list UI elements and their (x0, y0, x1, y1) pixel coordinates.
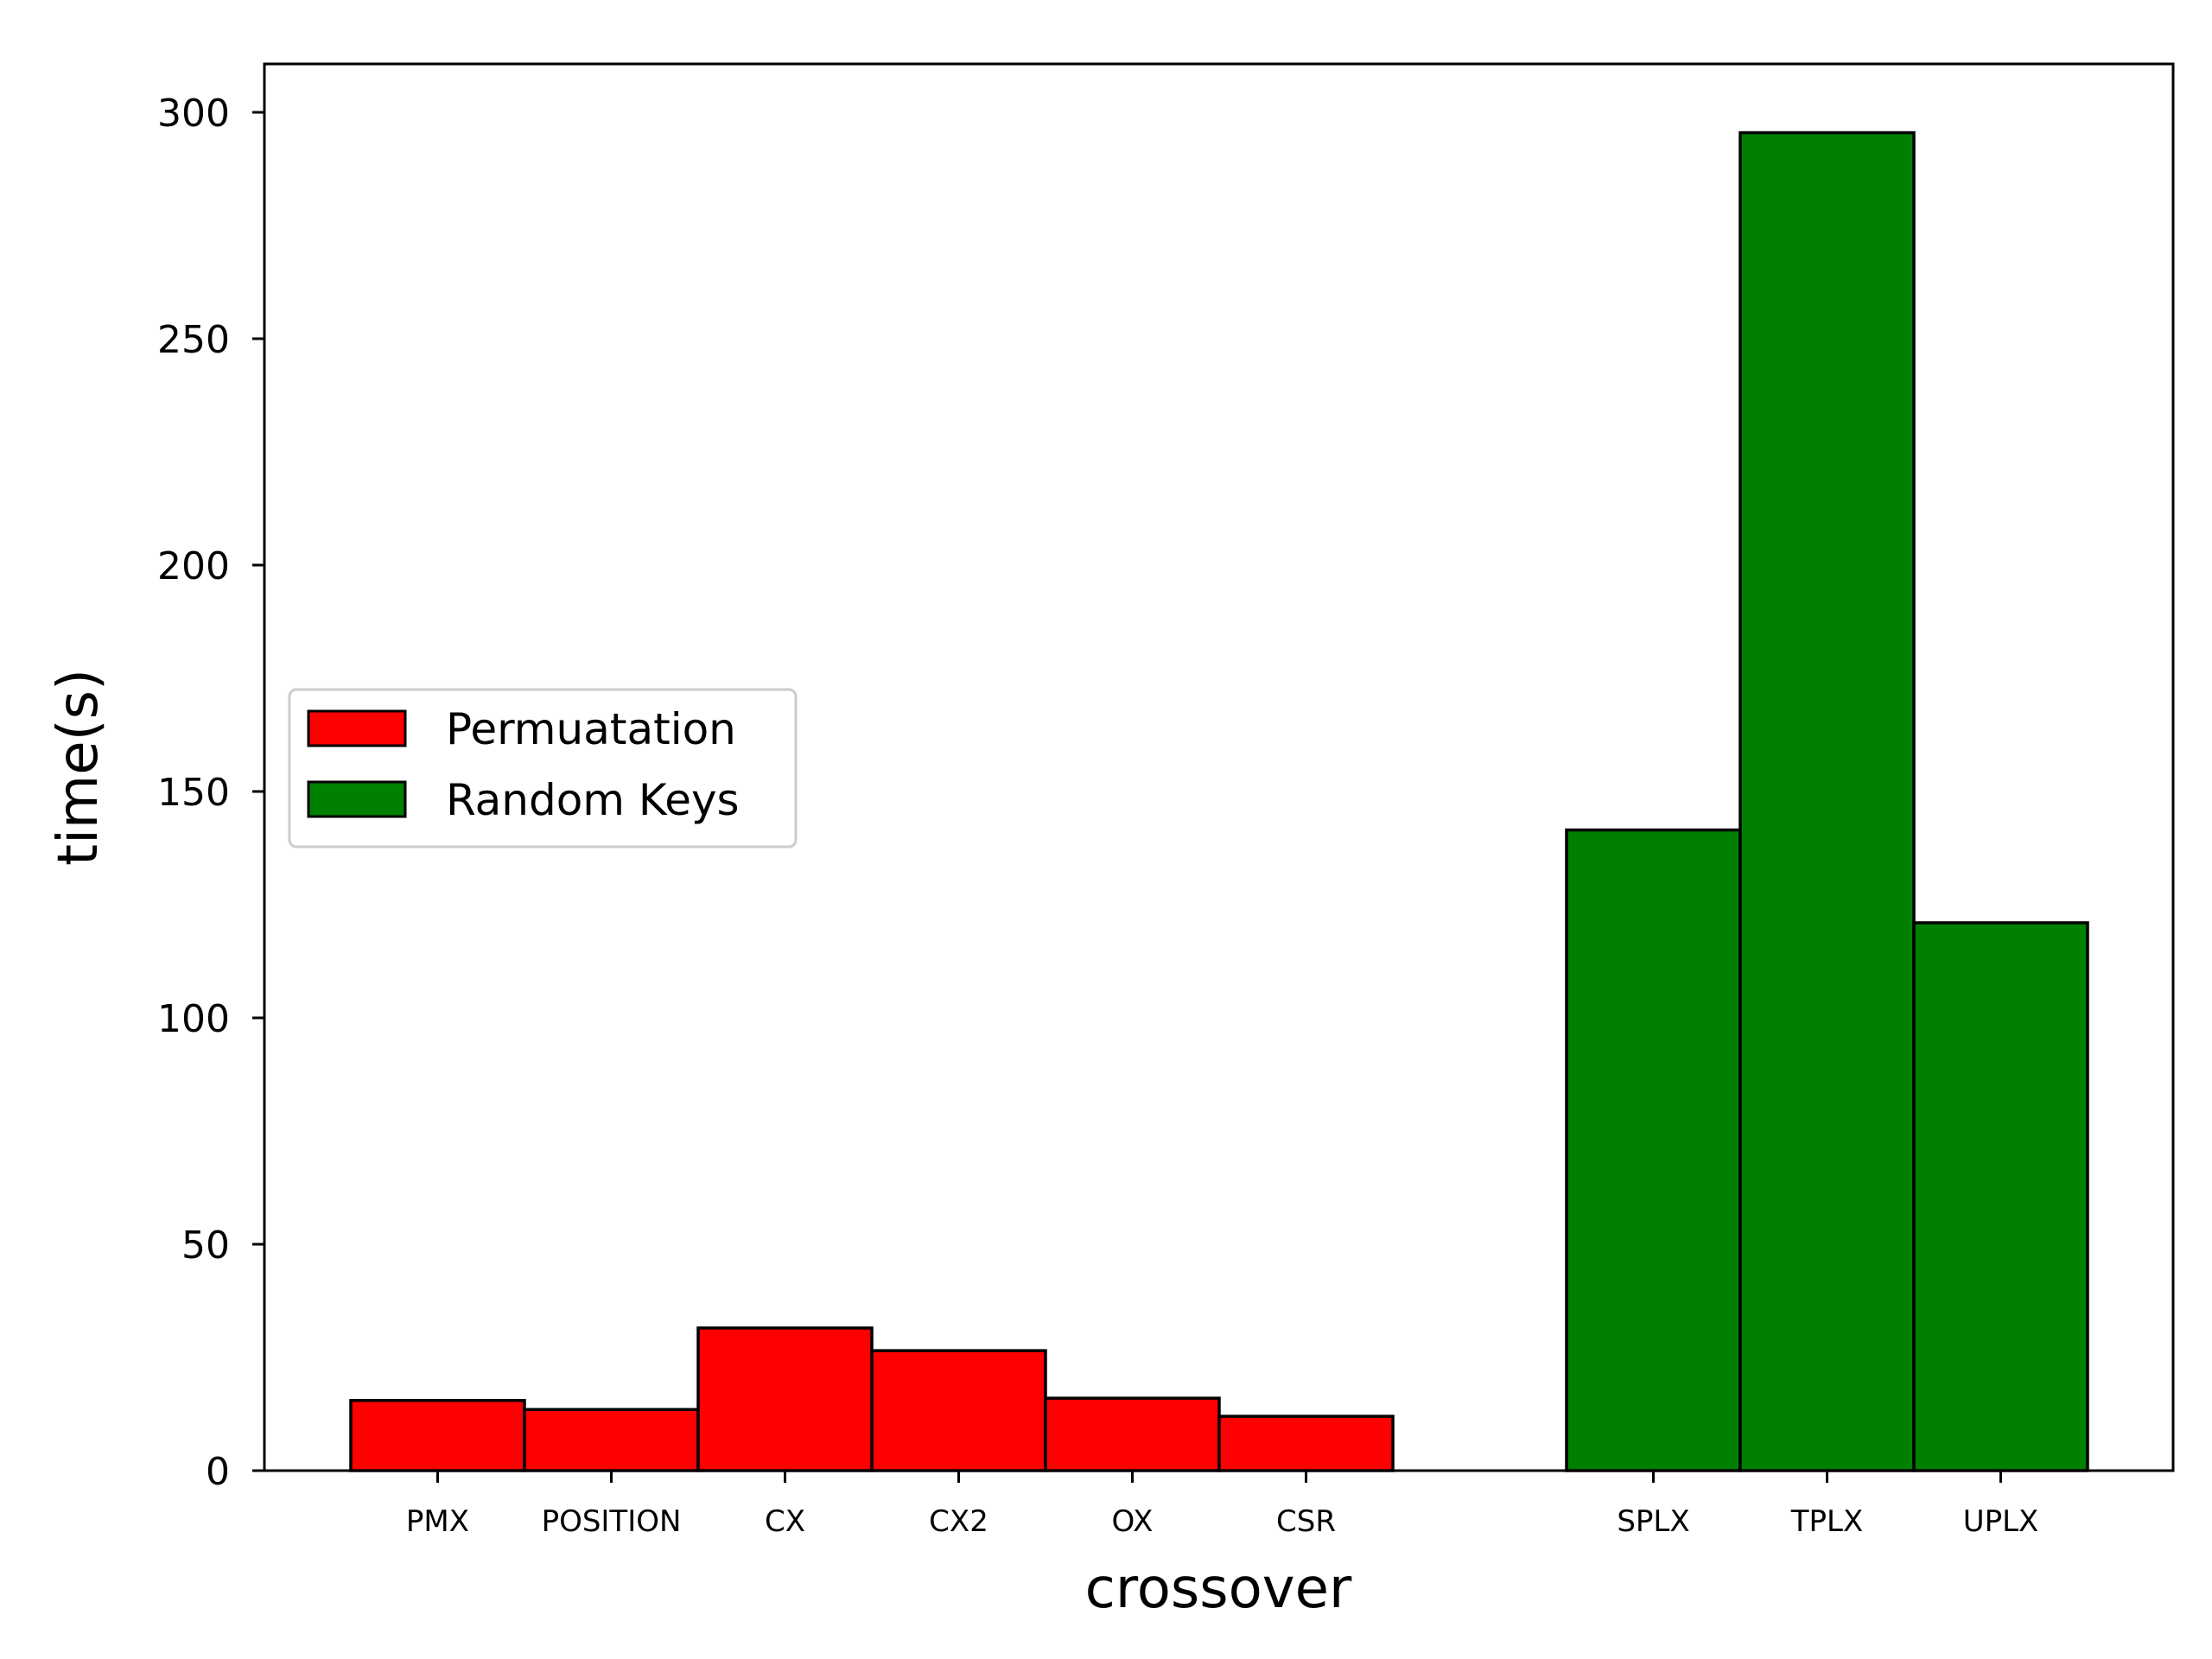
y-tick-label-50: 50 (181, 1224, 230, 1268)
legend-label-random-keys: Random Keys (446, 775, 740, 825)
bar-csr (1217, 1414, 1395, 1472)
x-tick-label-ox: OX (1112, 1504, 1154, 1539)
y-tick-label-150: 150 (157, 771, 230, 815)
x-tick-label-tplx: TPLX (1790, 1504, 1864, 1539)
x-axis-title: crossover (1085, 1557, 1352, 1621)
bar-uplx (1912, 921, 2089, 1472)
legend-swatch-permuatation (307, 709, 407, 747)
legend-frame (288, 688, 798, 849)
bar-cx (696, 1326, 874, 1472)
x-tick-label-uplx: UPLX (1963, 1504, 2039, 1539)
x-tick-label-csr: CSR (1276, 1504, 1336, 1539)
bar-pmx (349, 1399, 526, 1472)
bars-group (349, 130, 2089, 1472)
x-tick-label-splx: SPLX (1617, 1504, 1689, 1539)
legend-swatch-random-keys (307, 780, 407, 818)
plot-frame (263, 62, 2175, 1472)
bar-tplx (1738, 130, 1916, 1472)
bar-position (523, 1408, 700, 1472)
x-tick-label-cx: CX (765, 1504, 805, 1539)
y-tick-label-200: 200 (157, 544, 230, 588)
x-tick-label-position: POSITION (542, 1504, 682, 1539)
y-tick-label-250: 250 (157, 318, 230, 362)
x-tick-label-pmx: PMX (406, 1504, 469, 1539)
bar-cx2 (870, 1349, 1047, 1472)
y-tick-label-0: 0 (206, 1450, 230, 1494)
y-axis: 0 50 100 150 200 250 300 (157, 92, 264, 1494)
legend-label-permuatation: Permuatation (446, 704, 736, 754)
bar-splx (1565, 828, 1742, 1472)
x-axis: PMX POSITION CX CX2 OX CSR SPLX TPLX UPLX (406, 1471, 2038, 1539)
y-tick-label-100: 100 (157, 997, 230, 1041)
legend: Permuatation Random Keys (288, 688, 798, 849)
y-tick-label-300: 300 (157, 92, 230, 136)
y-axis-title: time(s) (47, 669, 111, 866)
x-tick-label-cx2: CX2 (929, 1504, 988, 1539)
bar-ox (1044, 1396, 1221, 1472)
